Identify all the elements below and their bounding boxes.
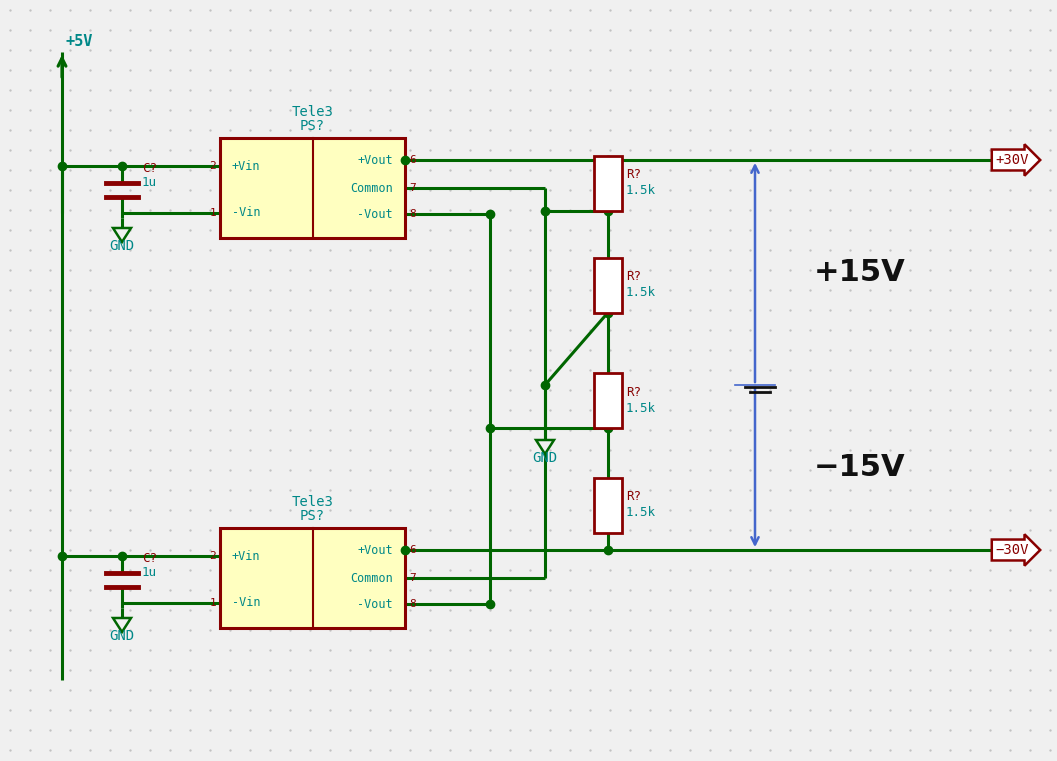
Text: 7: 7 (409, 183, 415, 193)
Text: −30V: −30V (996, 543, 1028, 557)
Text: +Vout: +Vout (357, 543, 393, 556)
Text: -Vout: -Vout (357, 597, 393, 610)
Text: 8: 8 (409, 209, 415, 219)
Text: R?: R? (626, 270, 641, 284)
FancyBboxPatch shape (594, 372, 622, 428)
Polygon shape (113, 618, 131, 632)
Text: +Vout: +Vout (357, 154, 393, 167)
Text: 1u: 1u (142, 177, 157, 189)
Text: −15V: −15V (814, 453, 906, 482)
Text: 1.5k: 1.5k (626, 184, 656, 198)
Text: 1.5k: 1.5k (626, 507, 656, 520)
Text: +Vin: +Vin (231, 549, 260, 562)
Text: +5V: +5V (64, 34, 92, 49)
Text: GND: GND (110, 629, 134, 643)
Text: GND: GND (110, 239, 134, 253)
Text: +Vin: +Vin (231, 160, 260, 173)
Text: 1.5k: 1.5k (626, 402, 656, 415)
Text: C?: C? (142, 163, 157, 176)
Text: PS?: PS? (300, 119, 326, 133)
Text: Common: Common (350, 182, 393, 195)
Text: Tele3: Tele3 (292, 105, 333, 119)
Text: +15V: +15V (814, 258, 906, 287)
Text: 8: 8 (409, 599, 415, 609)
Text: Common: Common (350, 572, 393, 584)
Text: R?: R? (626, 491, 641, 504)
Text: 6: 6 (409, 545, 415, 555)
Text: 1: 1 (209, 208, 216, 218)
Text: 1: 1 (209, 598, 216, 608)
Text: R?: R? (626, 386, 641, 399)
Text: C?: C? (142, 552, 157, 565)
FancyBboxPatch shape (594, 257, 622, 313)
Polygon shape (536, 440, 554, 454)
FancyBboxPatch shape (220, 528, 405, 628)
Text: -Vout: -Vout (357, 208, 393, 221)
Text: 1.5k: 1.5k (626, 286, 656, 300)
Polygon shape (113, 228, 131, 242)
Text: R?: R? (626, 168, 641, 182)
Text: 6: 6 (409, 155, 415, 165)
Text: 2: 2 (209, 551, 216, 561)
Text: GND: GND (533, 451, 557, 465)
Text: -Vin: -Vin (231, 597, 260, 610)
Text: +30V: +30V (996, 153, 1028, 167)
Text: 1u: 1u (142, 566, 157, 579)
FancyBboxPatch shape (594, 155, 622, 211)
Text: 2: 2 (209, 161, 216, 171)
Text: Tele3: Tele3 (292, 495, 333, 509)
FancyBboxPatch shape (594, 477, 622, 533)
FancyBboxPatch shape (220, 138, 405, 238)
Text: PS?: PS? (300, 509, 326, 523)
Text: -Vin: -Vin (231, 206, 260, 219)
Text: 7: 7 (409, 573, 415, 583)
